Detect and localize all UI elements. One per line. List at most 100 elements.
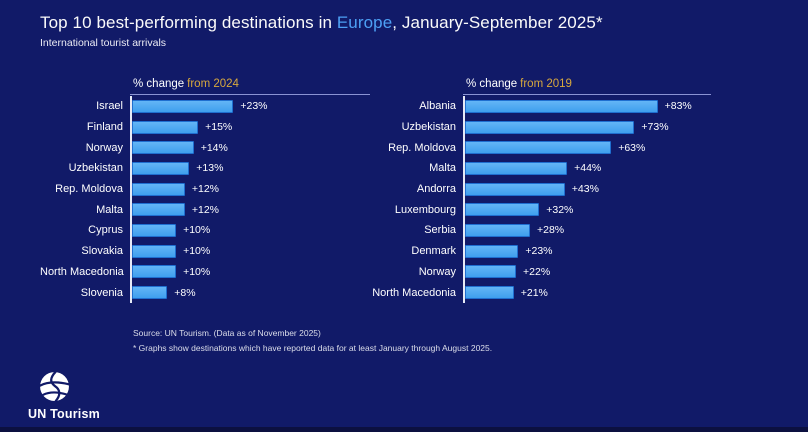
bar [465, 203, 540, 217]
chart-row: Uzbekistan +13% [40, 158, 370, 179]
chart-header-plain: % change [133, 78, 185, 90]
title-suffix: , January-September 2025* [392, 13, 603, 32]
bar-area: +21% [463, 282, 711, 303]
chart-row: North Macedonia +10% [40, 261, 370, 283]
un-tourism-logo: UN Tourism [28, 369, 128, 421]
bar-area: +28% [463, 220, 711, 241]
bottom-strip [0, 427, 808, 432]
bar-area: +12% [130, 178, 370, 200]
bar [132, 161, 190, 175]
category-label: Norway [85, 141, 123, 154]
category-label: Serbia [424, 224, 456, 237]
value-label: +10% [183, 245, 211, 258]
chart-header-plain: % change [466, 78, 518, 90]
chart-header: % change from 2024 [130, 78, 370, 95]
page-subtitle: International tourist arrivals [40, 37, 167, 49]
logo-text: UN Tourism [28, 407, 100, 421]
bar-area: +23% [463, 240, 711, 262]
category-label: Andorra [416, 183, 456, 196]
category-label: Uzbekistan [68, 162, 123, 175]
bar-area: +15% [130, 116, 370, 138]
chart-row: Israel +23% [40, 96, 370, 117]
bar-area: +44% [463, 158, 711, 179]
value-label: +15% [205, 121, 233, 134]
bar-area: +10% [130, 220, 370, 241]
chart-pct-change-from-2024: % change from 2024 Israel +23% Finland +15% N… [40, 78, 370, 303]
bar [465, 141, 612, 155]
chart-header-accent: from 2024 [187, 78, 239, 90]
chart-row: Slovakia +10% [40, 240, 370, 262]
chart-row: Rep. Moldova +12% [40, 178, 370, 200]
value-label: +43% [571, 183, 599, 196]
value-label: +10% [183, 265, 211, 278]
title-prefix: Top 10 best-performing destinations in [40, 13, 337, 32]
chart-row: Cyprus +10% [40, 220, 370, 241]
chart-row: Uzbekistan +73% [368, 116, 711, 138]
chart-row: Albania +83% [368, 96, 711, 117]
page-title: Top 10 best-performing destinations in E… [40, 13, 603, 33]
chart-row: Rep. Moldova +63% [368, 137, 711, 159]
bar-area: +32% [463, 199, 711, 221]
value-label: +23% [525, 245, 553, 258]
category-label: Malta [429, 162, 456, 175]
value-label: +8% [174, 286, 196, 299]
bar [465, 244, 519, 258]
value-label: +21% [520, 286, 548, 299]
bar-area: +73% [463, 116, 711, 138]
chart-row: Andorra +43% [368, 178, 711, 200]
chart-row: Finland +15% [40, 116, 370, 138]
value-label: +14% [200, 141, 228, 154]
bar [132, 120, 199, 134]
chart-row: Norway +14% [40, 137, 370, 159]
category-label: North Macedonia [40, 265, 124, 278]
bar-area: +10% [130, 240, 370, 262]
title-block: Top 10 best-performing destinations in E… [40, 13, 603, 49]
chart-rows: Israel +23% Finland +15% Norway +14% Uzbekista… [40, 96, 370, 303]
bar [132, 286, 168, 300]
bar [132, 203, 185, 217]
bar-area: +83% [463, 96, 711, 117]
chart-row: Malta +12% [40, 199, 370, 221]
chart-row: Serbia +28% [368, 220, 711, 241]
value-label: +12% [191, 183, 220, 196]
value-label: +12% [191, 203, 220, 216]
source-note: Source: UN Tourism. (Data as of November… [133, 328, 321, 338]
category-label: Cyprus [88, 224, 123, 237]
chart-row: North Macedonia +21% [368, 282, 711, 303]
value-label: +10% [183, 224, 211, 237]
bar [465, 286, 514, 300]
bar [465, 265, 517, 279]
category-label: North Macedonia [372, 286, 456, 299]
category-label: Slovenia [80, 286, 123, 299]
value-label: +44% [574, 162, 602, 175]
bar [465, 161, 568, 175]
bar [465, 223, 530, 237]
category-label: Luxembourg [394, 203, 456, 216]
chart-rows: Albania +83% Uzbekistan +73% Rep. Moldova +63… [368, 96, 711, 303]
value-label: +23% [240, 100, 268, 113]
chart-row: Slovenia +8% [40, 282, 370, 303]
bar [132, 141, 194, 155]
bar-area: +10% [130, 261, 370, 283]
bar-area: +8% [130, 282, 370, 303]
bar-area: +23% [130, 96, 370, 117]
chart-header: % change from 2019 [463, 78, 711, 95]
value-label: +32% [546, 203, 574, 216]
bar [132, 244, 177, 258]
chart-row: Malta +44% [368, 158, 711, 179]
category-label: Uzbekistan [401, 121, 456, 134]
bar [465, 120, 635, 134]
bar [132, 265, 177, 279]
bar-area: +63% [463, 137, 711, 159]
category-label: Finland [86, 121, 123, 134]
category-label: Israel [96, 100, 123, 113]
bar-area: +13% [130, 158, 370, 179]
bar [132, 182, 185, 196]
chart-pct-change-from-2019: % change from 2019 Albania +83% Uzbekistan +… [368, 78, 711, 303]
chart-row: Luxembourg +32% [368, 199, 711, 221]
bar [465, 182, 565, 196]
category-label: Albania [419, 100, 456, 113]
value-label: +83% [664, 100, 692, 113]
bar [132, 99, 234, 113]
